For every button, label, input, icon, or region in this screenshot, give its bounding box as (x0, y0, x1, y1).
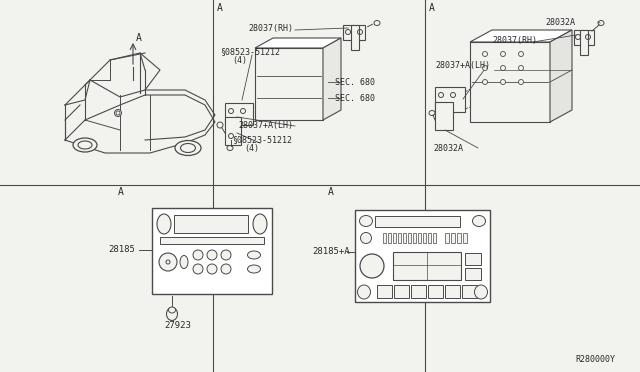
Polygon shape (550, 30, 572, 122)
Bar (377, 285, 392, 298)
Ellipse shape (360, 254, 384, 278)
Ellipse shape (228, 134, 234, 138)
Ellipse shape (166, 308, 177, 321)
Ellipse shape (115, 109, 122, 116)
Bar (393, 252, 461, 280)
Ellipse shape (193, 250, 203, 260)
Bar (393, 233, 396, 243)
Ellipse shape (483, 65, 488, 71)
Text: SEC. 680: SEC. 680 (335, 93, 375, 103)
Bar (225, 117, 241, 145)
Bar (433, 233, 436, 243)
Ellipse shape (518, 80, 524, 84)
Ellipse shape (500, 80, 506, 84)
Bar (428, 233, 431, 243)
Text: SEC. 680: SEC. 680 (335, 77, 375, 87)
Text: A: A (118, 187, 124, 197)
Ellipse shape (78, 141, 92, 149)
Text: 28037(RH): 28037(RH) (248, 23, 293, 32)
Ellipse shape (168, 307, 175, 313)
Bar (152, 208, 272, 294)
Bar (403, 233, 406, 243)
Ellipse shape (474, 285, 488, 299)
Bar (435, 102, 453, 130)
Bar (375, 216, 460, 227)
Text: R280000Y: R280000Y (575, 356, 615, 365)
Ellipse shape (157, 214, 171, 234)
Ellipse shape (221, 264, 231, 274)
Text: A: A (328, 187, 334, 197)
Bar (465, 268, 481, 280)
Ellipse shape (207, 264, 217, 274)
Bar (355, 210, 490, 302)
Bar (428, 285, 443, 298)
Bar (408, 233, 411, 243)
Ellipse shape (193, 264, 203, 274)
Bar (383, 233, 386, 243)
Ellipse shape (472, 215, 486, 227)
Bar (445, 285, 460, 298)
Ellipse shape (180, 144, 195, 153)
Bar (398, 233, 401, 243)
Ellipse shape (360, 232, 371, 244)
Ellipse shape (73, 138, 97, 152)
Ellipse shape (180, 256, 188, 269)
Bar (423, 233, 426, 243)
Bar (445, 233, 449, 243)
Bar (435, 87, 465, 112)
Text: 28037(RH): 28037(RH) (492, 35, 537, 45)
Ellipse shape (500, 65, 506, 71)
Text: (4): (4) (244, 144, 259, 153)
Ellipse shape (159, 253, 177, 271)
Text: 27923: 27923 (164, 321, 191, 330)
Ellipse shape (221, 250, 231, 260)
Bar (255, 48, 323, 120)
Ellipse shape (500, 51, 506, 57)
Ellipse shape (483, 51, 488, 57)
Text: 28032A: 28032A (545, 17, 575, 26)
Bar (160, 237, 264, 244)
Bar (411, 285, 426, 298)
Bar (470, 42, 550, 122)
Bar (457, 233, 461, 243)
Ellipse shape (518, 51, 524, 57)
Text: 28037+A(LH): 28037+A(LH) (435, 61, 490, 70)
Text: 28037+A(LH): 28037+A(LH) (238, 121, 293, 129)
Ellipse shape (248, 251, 260, 259)
Text: §08523-51212: §08523-51212 (220, 48, 280, 57)
Ellipse shape (175, 141, 201, 155)
Bar (463, 233, 467, 243)
Ellipse shape (483, 80, 488, 84)
Ellipse shape (207, 250, 217, 260)
Bar (413, 233, 416, 243)
Bar (465, 253, 481, 265)
Bar (388, 233, 391, 243)
Ellipse shape (248, 265, 260, 273)
Text: A: A (136, 33, 142, 43)
Text: 28032A: 28032A (433, 144, 463, 153)
Bar (351, 25, 359, 50)
Text: 28185: 28185 (108, 246, 135, 254)
Bar (394, 285, 409, 298)
Bar (451, 233, 455, 243)
Bar (343, 25, 365, 40)
Ellipse shape (360, 215, 372, 227)
Bar (418, 233, 421, 243)
Text: A: A (217, 3, 223, 13)
Text: 28185+A: 28185+A (312, 247, 349, 257)
Bar (574, 30, 594, 45)
Bar (174, 215, 248, 233)
Text: A: A (429, 3, 435, 13)
Bar (580, 30, 588, 55)
Polygon shape (255, 38, 341, 48)
Text: §08523-51212: §08523-51212 (232, 135, 292, 144)
Ellipse shape (518, 65, 524, 71)
Text: (4): (4) (232, 55, 247, 64)
Bar (462, 285, 477, 298)
Bar (225, 103, 253, 125)
Polygon shape (323, 38, 341, 120)
Ellipse shape (358, 285, 371, 299)
Polygon shape (470, 30, 572, 42)
Ellipse shape (253, 214, 267, 234)
